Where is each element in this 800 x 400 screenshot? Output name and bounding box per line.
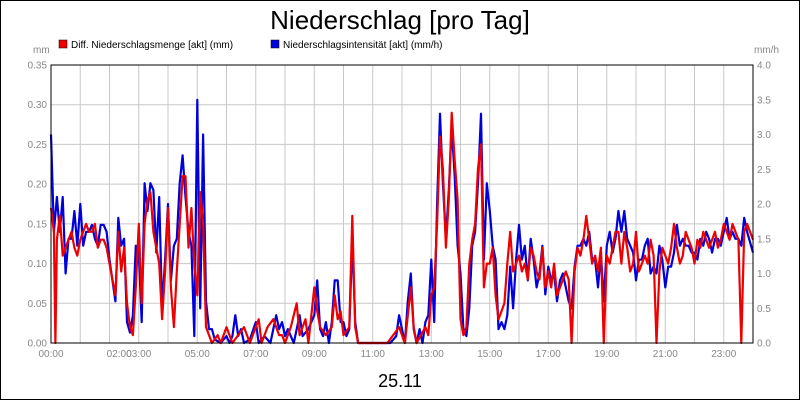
legend-swatch-menge [58,39,68,49]
y-axis-label-right: mm/h [754,45,779,56]
y-tick-left-label: 0.25 [28,140,48,151]
x-tick-label: 07:00 [243,349,268,360]
x-tick-label: 02:00 [107,349,132,360]
x-axis-date-label: 25.11 [378,371,422,391]
x-tick-label: 15:00 [477,349,502,360]
y-tick-left-label: 0.30 [28,100,48,111]
x-tick-label: 05:00 [185,349,210,360]
legend-swatch-intensitaet [270,39,280,49]
y-tick-right-label: 1.0 [757,269,771,280]
x-tick-label: 09:00 [302,349,327,360]
series-line-menge [49,111,755,345]
legend-label-intensitaet: Niederschlagsintensität [akt] (mm/h) [283,40,443,51]
x-tick-label: 03:00 [126,349,151,360]
y-tick-left-label: 0.15 [28,219,48,230]
x-tick-label: 11:00 [361,349,386,360]
series-lines [49,98,755,345]
x-tick-label: 23:00 [711,349,736,360]
legend-label-menge: Diff. Niederschlagsmenge [akt] (mm) [71,40,233,51]
y-axis-label-left: mm [33,45,50,56]
x-tick-label: 21:00 [653,349,678,360]
x-tick-label: 13:00 [419,349,444,360]
y-tick-left-label: 0.20 [28,180,48,191]
y-ticks-left: 0.00 0.05 0.10 0.15 0.20 0.25 0.30 0.35 [28,61,48,350]
y-tick-left-label: 0.05 [28,299,48,310]
chart-title: Niederschlag [pro Tag] [270,5,530,35]
y-tick-left-label: 0.00 [28,339,48,350]
y-tick-right-label: 1.5 [757,234,771,245]
legend: Diff. Niederschlagsmenge [akt] (mm) Nied… [58,39,443,51]
y-tick-left-label: 0.10 [28,259,48,270]
y-tick-left-label: 0.35 [28,61,48,72]
x-tick-label: 00:00 [38,349,63,360]
y-tick-right-label: 3.0 [757,130,771,141]
y-tick-right-label: 2.5 [757,165,771,176]
y-ticks-right: 0.0 0.5 1.0 1.5 2.0 2.5 3.0 3.5 4.0 [757,61,771,350]
x-tick-label: 17:00 [536,349,561,360]
grid [51,64,753,344]
x-tick-label: 19:00 [594,349,619,360]
y-tick-right-label: 2.0 [757,200,771,211]
plot-area-border [50,64,754,344]
y-tick-right-label: 3.5 [757,95,771,106]
y-tick-right-label: 0.0 [757,339,771,350]
y-tick-right-label: 4.0 [757,61,771,72]
y-tick-right-label: 0.5 [757,304,771,315]
